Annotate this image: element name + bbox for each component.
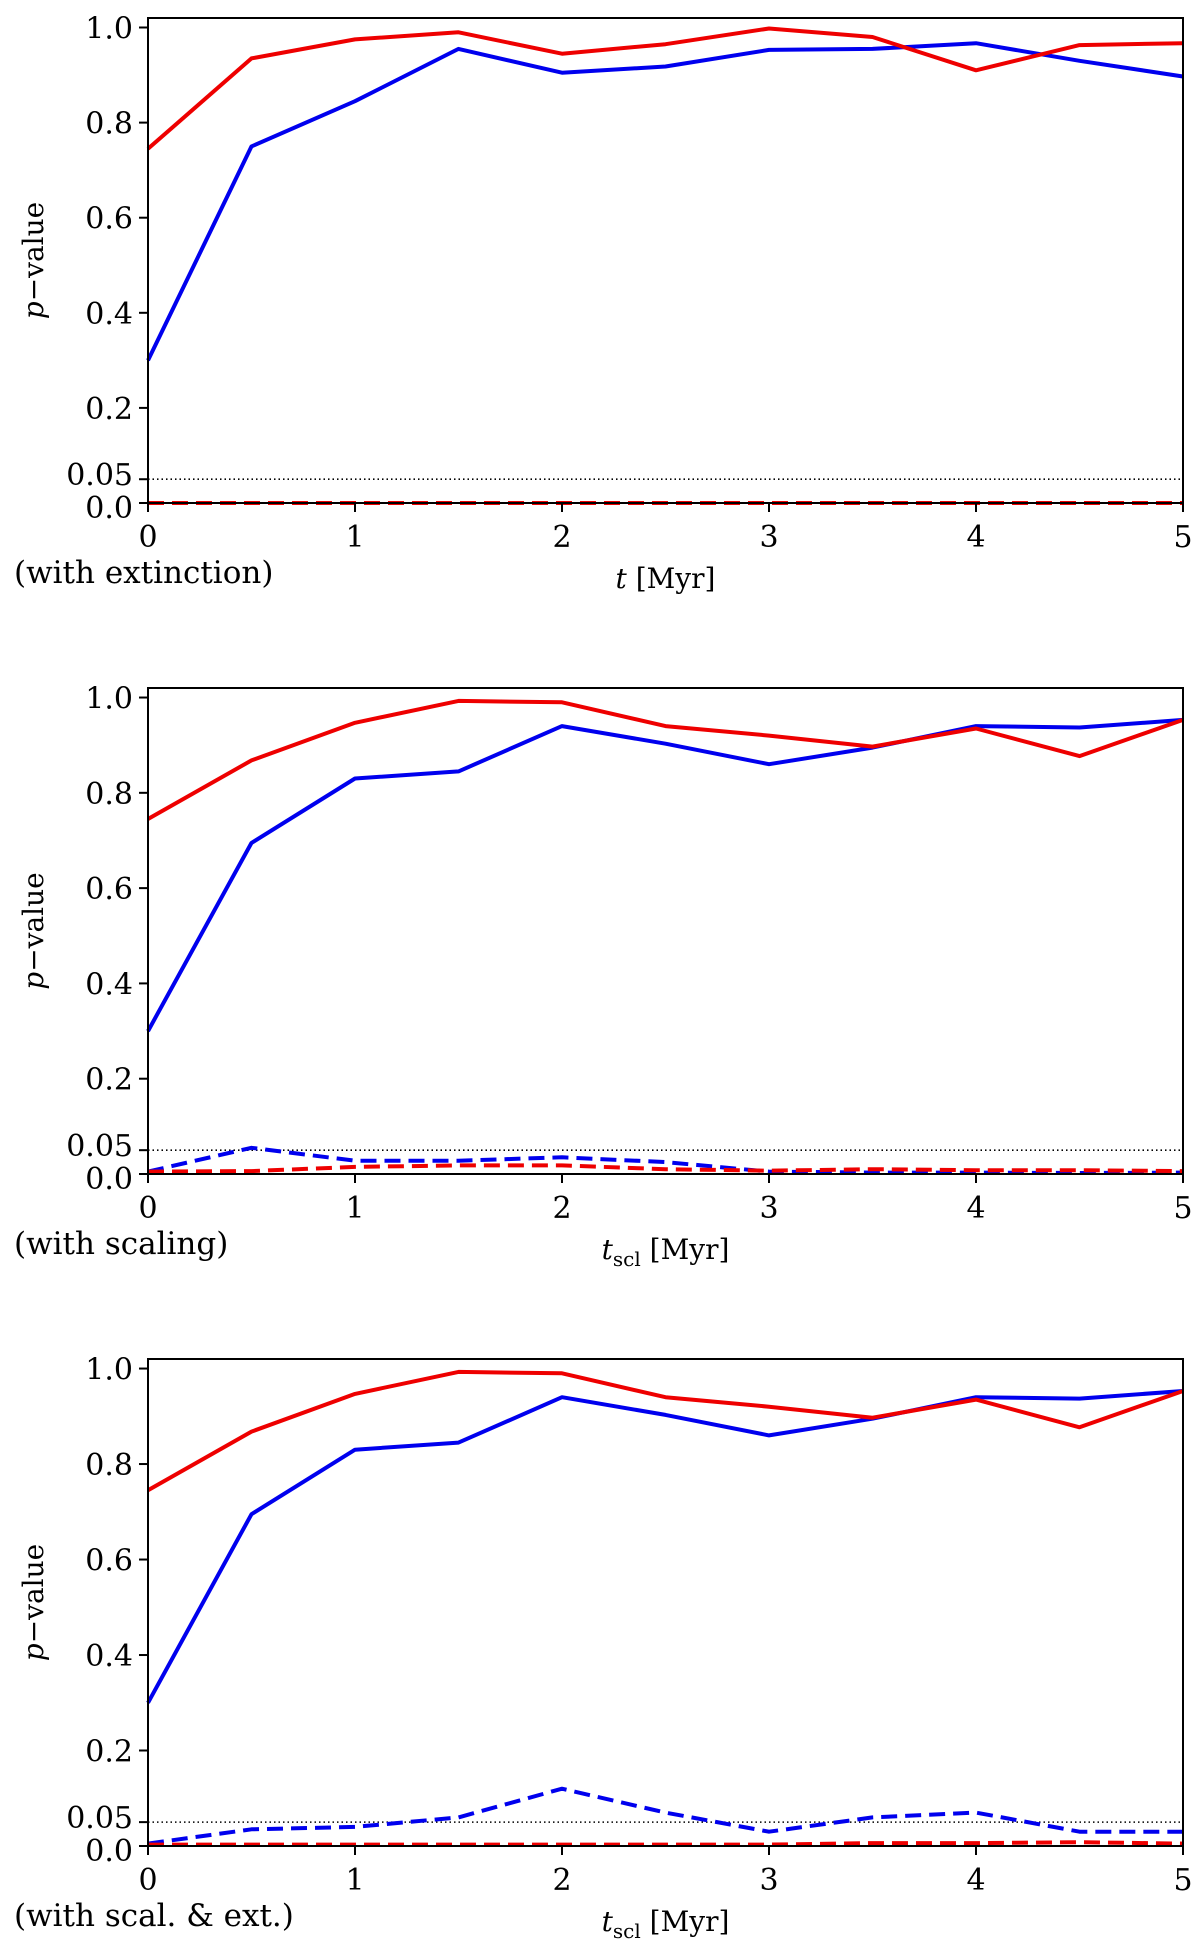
x-axis-label: t [Myr] <box>616 562 716 595</box>
y-axis-label-italic: p <box>17 972 50 990</box>
x-tick-label: 2 <box>552 1863 571 1898</box>
x-axis-label: tscl [Myr] <box>602 1233 730 1271</box>
series-blue-solid <box>146 1389 1184 1704</box>
x-tick-label: 5 <box>1173 1863 1192 1898</box>
x-tick-label: 0 <box>138 1863 157 1898</box>
x-axis-label-italic: t <box>602 1233 614 1266</box>
y-tick-label: 0.6 <box>85 202 133 237</box>
y-tick-label: 0.6 <box>85 1544 133 1579</box>
y-tick-label: 0.8 <box>85 107 133 142</box>
y-tick-label: 0.4 <box>85 297 133 332</box>
x-tick-label: 5 <box>1173 1191 1192 1226</box>
y-axis-label-rest: −value <box>17 1544 50 1644</box>
x-axis-label-sub: scl <box>613 1247 641 1271</box>
y-tick-label: 0.4 <box>85 1639 133 1674</box>
y-tick-label: 0.2 <box>85 1735 133 1770</box>
y-tick-label: 0.0 <box>85 1834 133 1869</box>
x-tick-label: 4 <box>966 1191 985 1226</box>
x-tick-label: 0 <box>138 520 157 555</box>
x-tick-label: 1 <box>345 1863 364 1898</box>
y-tick-label: 0.2 <box>85 392 133 427</box>
x-tick-label: 4 <box>966 520 985 555</box>
x-tick-label: 3 <box>759 1863 778 1898</box>
y-tick-label: 1.0 <box>85 12 133 47</box>
x-axis-label-sub: scl <box>613 1919 641 1943</box>
x-axis-label: tscl [Myr] <box>602 1905 730 1943</box>
series-blue-solid <box>146 41 1184 362</box>
x-tick-label: 1 <box>345 1191 364 1226</box>
y-tick-label: 0.2 <box>85 1063 133 1098</box>
series-red-dashed <box>148 1840 1184 1847</box>
panel-3: 0 1 2 3 4 5 0.00.05 0.2 0.4 0.6 0.8 1.0 p−value tscl … <box>14 1353 1193 1943</box>
y-tick-label: 0.8 <box>85 777 133 812</box>
y-tick-label: 1.0 <box>85 1353 133 1388</box>
x-tick-label: 2 <box>552 520 571 555</box>
series-blue-dashed <box>147 1145 1184 1175</box>
panel-note: (with extinction) <box>14 555 273 591</box>
x-axis-label-italic: t <box>602 1905 614 1938</box>
y-axis-label: p−value <box>17 1544 50 1661</box>
series-red-dashed <box>147 1163 1184 1174</box>
x-tick-label: 2 <box>552 1191 571 1226</box>
y-tick-label: 0.4 <box>85 967 133 1002</box>
y-tick-label: 0.0 <box>85 1162 133 1197</box>
series-blue-solid <box>146 717 1184 1033</box>
x-tick-label: 1 <box>345 520 364 555</box>
y-tick-label: 0.05 <box>66 458 133 493</box>
axes-frame <box>147 687 1184 1175</box>
series-blue-dashed <box>147 1786 1183 1846</box>
y-tick-label: 0.0 <box>85 491 133 526</box>
x-axis-label-italic: t <box>616 562 628 595</box>
x-tick-label: 0 <box>138 1191 157 1226</box>
y-axis-label-italic: p <box>17 1643 50 1661</box>
y-tick-label: 0.6 <box>85 872 133 907</box>
x-axis-label-unit: [Myr] <box>641 1233 730 1266</box>
series-red-solid <box>147 698 1184 821</box>
panel-2: 0 1 2 3 4 5 0.00.05 0.2 0.4 0.6 0.8 1.0 p−value tscl … <box>14 682 1193 1271</box>
y-tick-label: 0.05 <box>66 1129 133 1164</box>
panel-note: (with scaling) <box>14 1226 228 1262</box>
x-tick-label: 5 <box>1173 520 1192 555</box>
x-axis-label-unit: [Myr] <box>627 562 716 595</box>
y-tick-label: 1.0 <box>85 682 133 717</box>
panel-1: 0 1 2 3 4 5 0.00.05 0.2 0.4 0.6 0.8 1.0 p−value t [My… <box>14 12 1193 595</box>
axes-frame <box>147 17 1184 504</box>
y-tick-label: 0.8 <box>85 1448 133 1483</box>
x-tick-label: 3 <box>759 1191 778 1226</box>
y-axis-label-rest: −value <box>17 202 50 302</box>
y-axis-label-rest: −value <box>17 872 50 972</box>
y-axis-label-italic: p <box>17 301 50 319</box>
y-tick-label: 0.05 <box>66 1801 133 1836</box>
series-red-solid <box>146 26 1184 151</box>
x-tick-label: 3 <box>759 520 778 555</box>
x-axis-label-unit: [Myr] <box>641 1905 730 1938</box>
axes-frame <box>147 1358 1184 1847</box>
y-axis-label: p−value <box>17 872 50 989</box>
panel-note: (with scal. & ext.) <box>14 1898 294 1934</box>
y-axis-label: p−value <box>17 202 50 319</box>
series-red-solid <box>147 1369 1184 1493</box>
x-tick-label: 4 <box>966 1863 985 1898</box>
